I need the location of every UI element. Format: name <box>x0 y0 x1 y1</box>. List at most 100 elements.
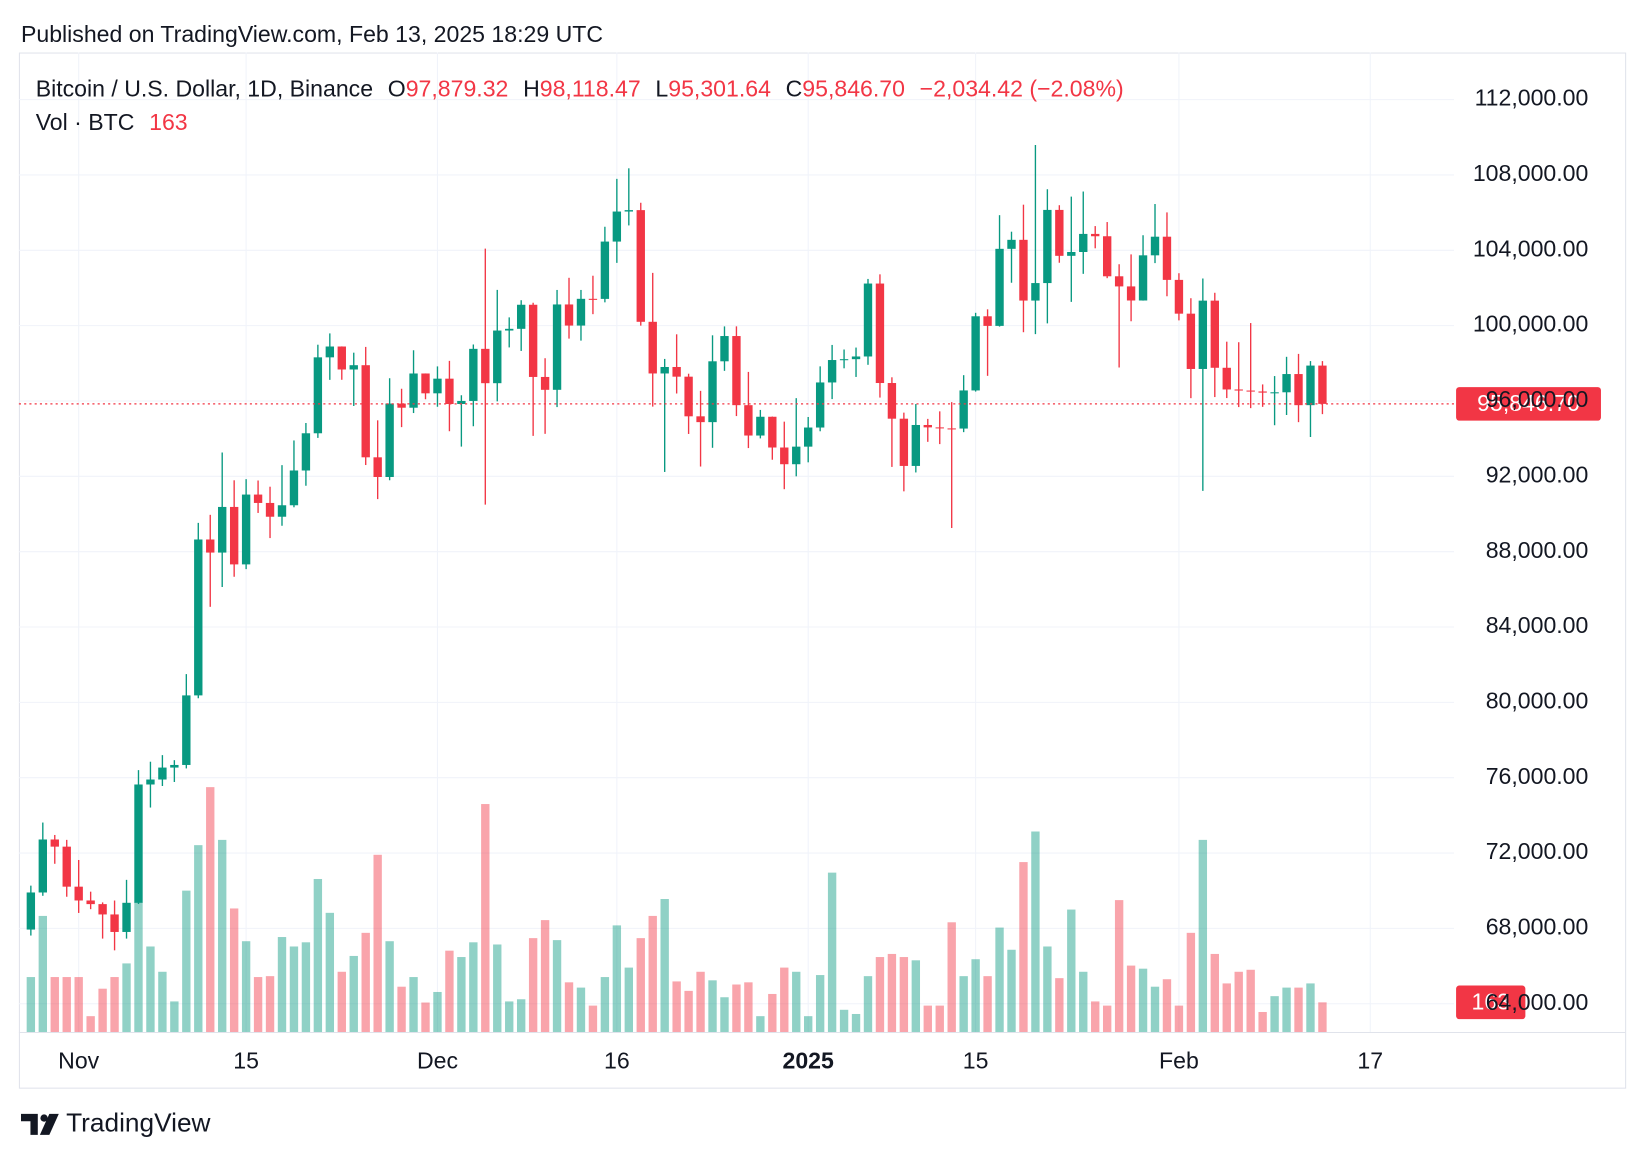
volume-bar <box>1114 900 1124 1032</box>
volume-bar <box>792 971 801 1032</box>
candle-layer <box>26 145 1327 951</box>
volume-bar <box>576 987 586 1032</box>
candle-body <box>253 494 263 503</box>
volume-bar <box>1270 996 1279 1032</box>
candle-body <box>349 365 358 370</box>
volume-bar <box>588 1005 598 1032</box>
candle-body <box>564 304 574 326</box>
volume-bar <box>1174 1005 1184 1032</box>
candle-body <box>218 506 227 553</box>
y-tick-label: 72,000.00 <box>1486 838 1589 864</box>
volume-bar <box>528 938 538 1032</box>
volume-bar <box>1067 909 1076 1032</box>
volume-bar <box>708 980 717 1032</box>
candle-body <box>421 373 430 394</box>
volume-bar <box>313 878 323 1032</box>
volume-bar <box>600 977 610 1032</box>
volume-bar <box>696 971 705 1032</box>
volume-bar <box>86 1016 95 1032</box>
volume-bar <box>1246 969 1255 1032</box>
brand-logo <box>20 1113 59 1135</box>
volume-bar <box>1282 987 1291 1032</box>
candle-body <box>1162 236 1172 280</box>
candle-body <box>696 416 705 423</box>
candle-body <box>505 328 514 331</box>
published-note: Published on TradingView.com, Feb 13, 20… <box>21 21 603 47</box>
volume-bar <box>122 963 131 1032</box>
volume-bar <box>373 854 382 1032</box>
volume-bar <box>241 941 251 1032</box>
candle-body <box>1174 279 1184 314</box>
volume-bar <box>457 957 466 1032</box>
candle-body <box>337 346 346 370</box>
volume-bar <box>612 925 622 1032</box>
candle-body <box>804 427 813 447</box>
candle-body <box>1079 233 1088 252</box>
candle-body <box>744 405 753 436</box>
y-tick-label: 84,000.00 <box>1486 612 1589 638</box>
volume-bar <box>935 1005 944 1032</box>
volume-bar <box>923 1005 932 1032</box>
volume-bar <box>397 986 406 1032</box>
volume-bar <box>1306 983 1315 1032</box>
candle-body <box>1246 390 1255 392</box>
candle-body <box>481 348 490 384</box>
candle-body <box>50 839 59 847</box>
last-volume-badge <box>1456 985 1526 1020</box>
candle-body <box>397 403 406 408</box>
volume-bar <box>1210 953 1219 1032</box>
legend-value: 95,301.64 <box>668 75 771 101</box>
candle-body <box>768 416 777 448</box>
volume-bar <box>959 976 968 1032</box>
y-tick-label: 112,000.00 <box>1475 85 1589 111</box>
volume-bar <box>182 890 191 1032</box>
candle-body <box>146 779 155 785</box>
candle-body <box>194 539 203 696</box>
candle-body <box>433 378 442 394</box>
candle-body <box>708 361 717 423</box>
volume-bar <box>1162 979 1172 1032</box>
volume-bar <box>1198 839 1208 1032</box>
candle-body <box>1091 233 1100 237</box>
candle-body <box>516 304 526 329</box>
candle-body <box>528 304 538 377</box>
candle-body <box>720 336 729 362</box>
candle-body <box>1318 365 1327 404</box>
candle-body <box>110 914 119 932</box>
volume-bar <box>481 804 490 1032</box>
volume-bar <box>540 920 550 1032</box>
candle-body <box>1126 286 1136 301</box>
candle-body <box>887 383 897 419</box>
candle-body <box>158 767 167 780</box>
volume-bar <box>875 957 885 1032</box>
volume-bar <box>265 976 275 1032</box>
volume-bar <box>505 1001 514 1032</box>
volume-bar <box>1031 831 1040 1032</box>
volume-bar <box>1186 932 1196 1032</box>
candle-body <box>1186 313 1196 369</box>
candle-body <box>1138 255 1148 301</box>
y-tick-label: 92,000.00 <box>1486 461 1589 487</box>
volume-bar <box>983 976 992 1032</box>
volume-bar <box>421 1002 430 1032</box>
volume-bar <box>863 976 873 1032</box>
volume-bar <box>780 967 789 1032</box>
y-tick-label: 108,000.00 <box>1473 160 1589 186</box>
candle-body <box>229 506 239 565</box>
logo-part <box>40 1114 48 1122</box>
legend-value: 98,118.47 <box>540 75 641 101</box>
candle-body <box>1210 300 1219 368</box>
candle-body <box>600 241 610 299</box>
volume-bar <box>887 953 897 1032</box>
candle-body <box>1031 283 1040 301</box>
x-tick-label: Feb <box>1159 1048 1199 1074</box>
volume-bar <box>445 950 454 1032</box>
candle-body <box>923 424 932 428</box>
y-tick-label: 80,000.00 <box>1486 687 1589 713</box>
candle-body <box>1102 236 1112 277</box>
volume-bar <box>744 982 753 1032</box>
volume-bar <box>636 938 645 1032</box>
volume-bar <box>409 977 418 1032</box>
candle-body <box>732 336 741 406</box>
volume-bar <box>158 971 167 1032</box>
